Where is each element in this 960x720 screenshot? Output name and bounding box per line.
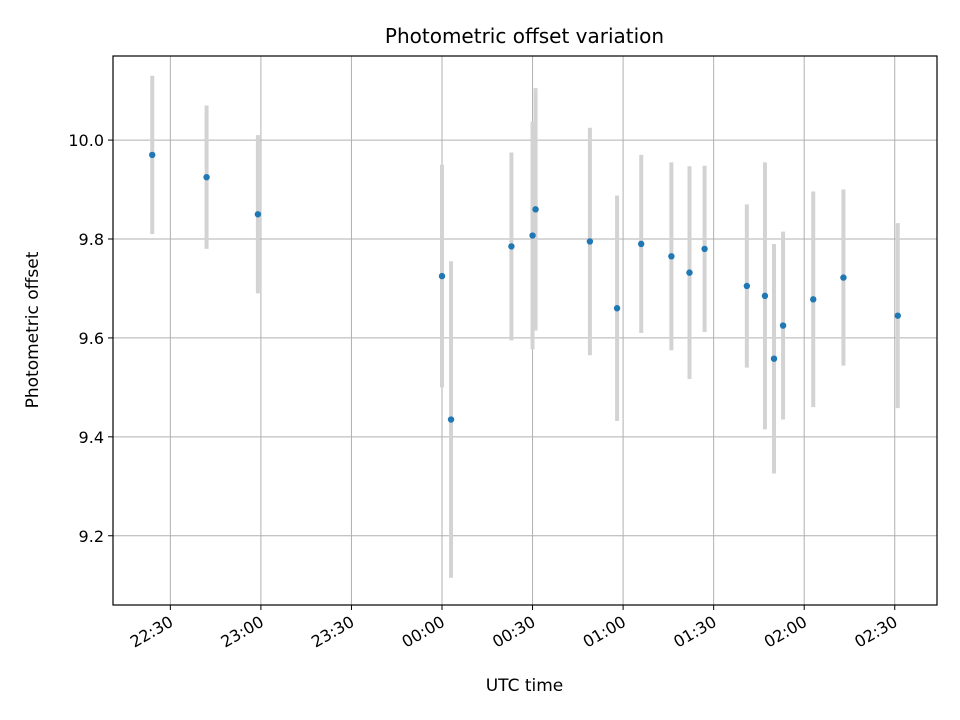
data-point (668, 253, 675, 260)
data-point (686, 269, 693, 276)
data-point (529, 232, 536, 239)
data-point (701, 245, 708, 253)
data-point (894, 312, 901, 319)
data-point (447, 416, 455, 423)
data-point (810, 296, 817, 303)
data-point (840, 274, 847, 281)
data-point (770, 355, 778, 362)
data-point (532, 206, 539, 213)
y-axis-ticks: 9.2 9.4 9.6 9.8 10.0 (68, 131, 113, 546)
y-tick-label: 9.6 (79, 329, 104, 348)
y-axis-title: Photometric offset (23, 251, 43, 408)
data-points (149, 151, 901, 423)
y-tick-label: 9.8 (79, 230, 104, 249)
data-point (613, 305, 621, 312)
data-point (779, 322, 787, 329)
plot-area-frame (112, 55, 938, 606)
data-point (743, 282, 751, 290)
data-point (586, 238, 594, 245)
x-axis-title: UTC time (486, 676, 564, 696)
chart-title: Photometric offset variation (385, 24, 664, 48)
y-tick-label: 9.2 (79, 527, 104, 546)
data-point (438, 272, 446, 280)
y-tick-label: 9.4 (79, 428, 104, 447)
data-point (203, 173, 210, 181)
data-point (761, 292, 769, 300)
data-point (254, 211, 262, 218)
data-point (508, 243, 515, 250)
data-point (149, 151, 156, 159)
y-tick-label: 10.0 (68, 131, 104, 150)
data-point (638, 240, 645, 248)
